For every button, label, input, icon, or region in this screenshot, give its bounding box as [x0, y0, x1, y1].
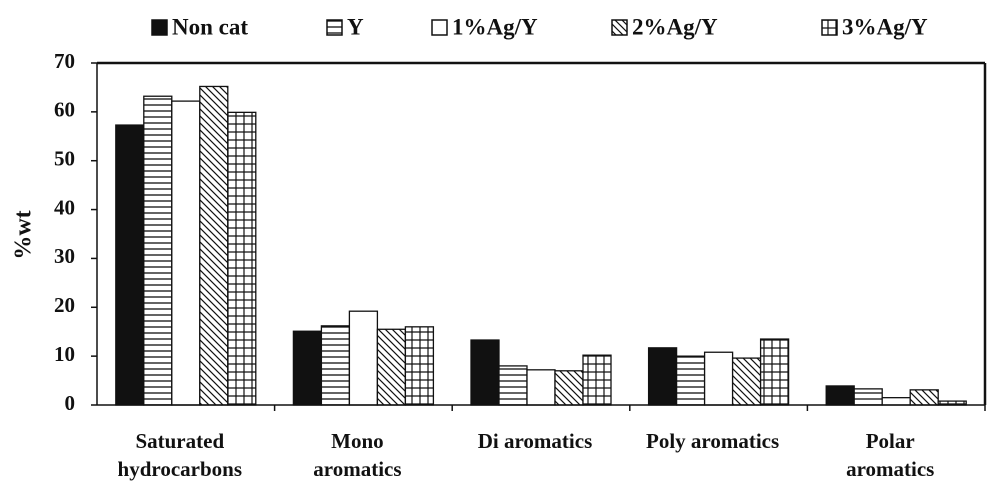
bar [320, 325, 351, 406]
x-tick-label: aromatics [846, 457, 934, 481]
bar [731, 357, 762, 406]
legend-label: 1%Ag/Y [452, 14, 538, 39]
y-tick-label: 50 [54, 147, 75, 171]
legend-label: 2%Ag/Y [632, 14, 718, 39]
legend-label: Y [347, 14, 364, 39]
bar [554, 370, 584, 406]
legend-label: Non cat [172, 14, 248, 39]
bar [582, 354, 612, 406]
bar [759, 338, 790, 406]
x-tick-label: Di aromatics [478, 429, 593, 453]
legend-label: 3%Ag/Y [842, 14, 928, 39]
bar [526, 369, 556, 406]
x-tick-label: Polar [866, 429, 915, 453]
y-tick-label: 20 [54, 293, 75, 317]
bar [348, 310, 379, 406]
bar [853, 388, 883, 406]
bar [143, 95, 173, 406]
bar [881, 397, 911, 406]
bar [199, 85, 229, 406]
bar [909, 389, 939, 406]
x-tick-label: Mono [331, 429, 384, 453]
y-tick-label: 30 [54, 244, 75, 268]
x-tick-label: aromatics [313, 457, 401, 481]
legend-swatch [611, 19, 628, 36]
y-axis-label: %wt [11, 210, 37, 259]
bar [115, 124, 145, 406]
legend-swatch [431, 19, 448, 36]
y-tick-label: 10 [54, 342, 75, 366]
bar [470, 339, 500, 406]
bar [404, 326, 435, 406]
y-tick-label: 70 [54, 49, 75, 73]
bar [376, 328, 407, 406]
bar [675, 355, 706, 406]
x-tick-label: Saturated [135, 429, 224, 453]
bar [703, 351, 734, 406]
bar [227, 111, 257, 406]
bar [825, 385, 855, 406]
bar [171, 100, 201, 406]
y-tick-label: 40 [54, 195, 75, 219]
y-tick-label: 0 [65, 391, 76, 415]
bar [647, 347, 678, 406]
legend-swatch [326, 19, 343, 36]
x-tick-label: Poly aromatics [646, 429, 779, 453]
y-tick-label: 60 [54, 98, 75, 122]
bar [498, 365, 528, 406]
bar [292, 330, 323, 406]
legend-swatch [151, 19, 168, 36]
legend-swatch [821, 19, 838, 36]
x-tick-label: hydrocarbons [118, 457, 242, 481]
